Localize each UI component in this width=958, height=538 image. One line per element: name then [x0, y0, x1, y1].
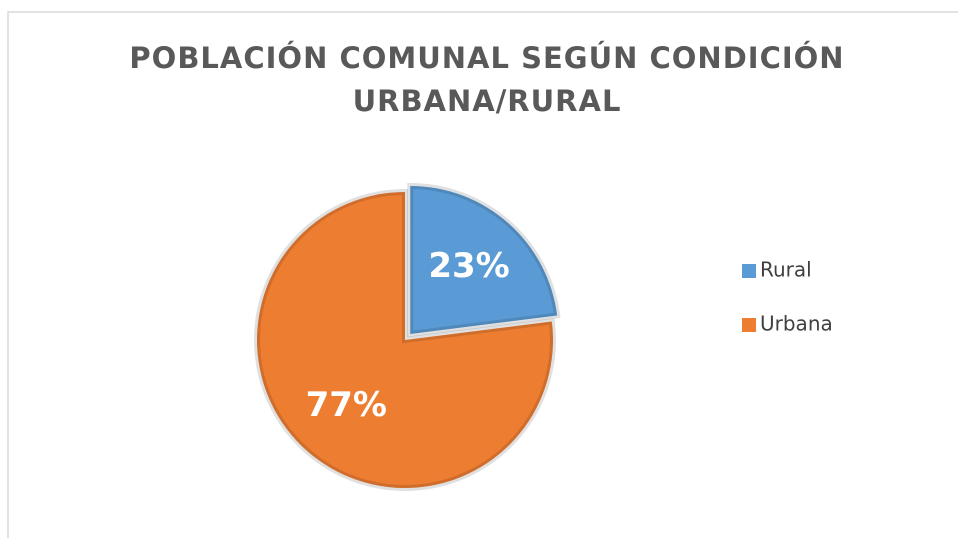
chart-title: URBANA/RURAL [353, 84, 622, 118]
legend-swatch [742, 264, 756, 278]
data-label: 77% [306, 385, 387, 425]
legend-swatch [742, 318, 756, 332]
chart-title: POBLACIÓN COMUNAL SEGÚN CONDICIÓN [129, 41, 844, 75]
pie-slice [407, 182, 561, 338]
data-label: 23% [428, 246, 509, 286]
legend-label: Urbana [760, 312, 833, 336]
pie-slice [254, 188, 556, 491]
legend-label: Rural [760, 258, 812, 282]
